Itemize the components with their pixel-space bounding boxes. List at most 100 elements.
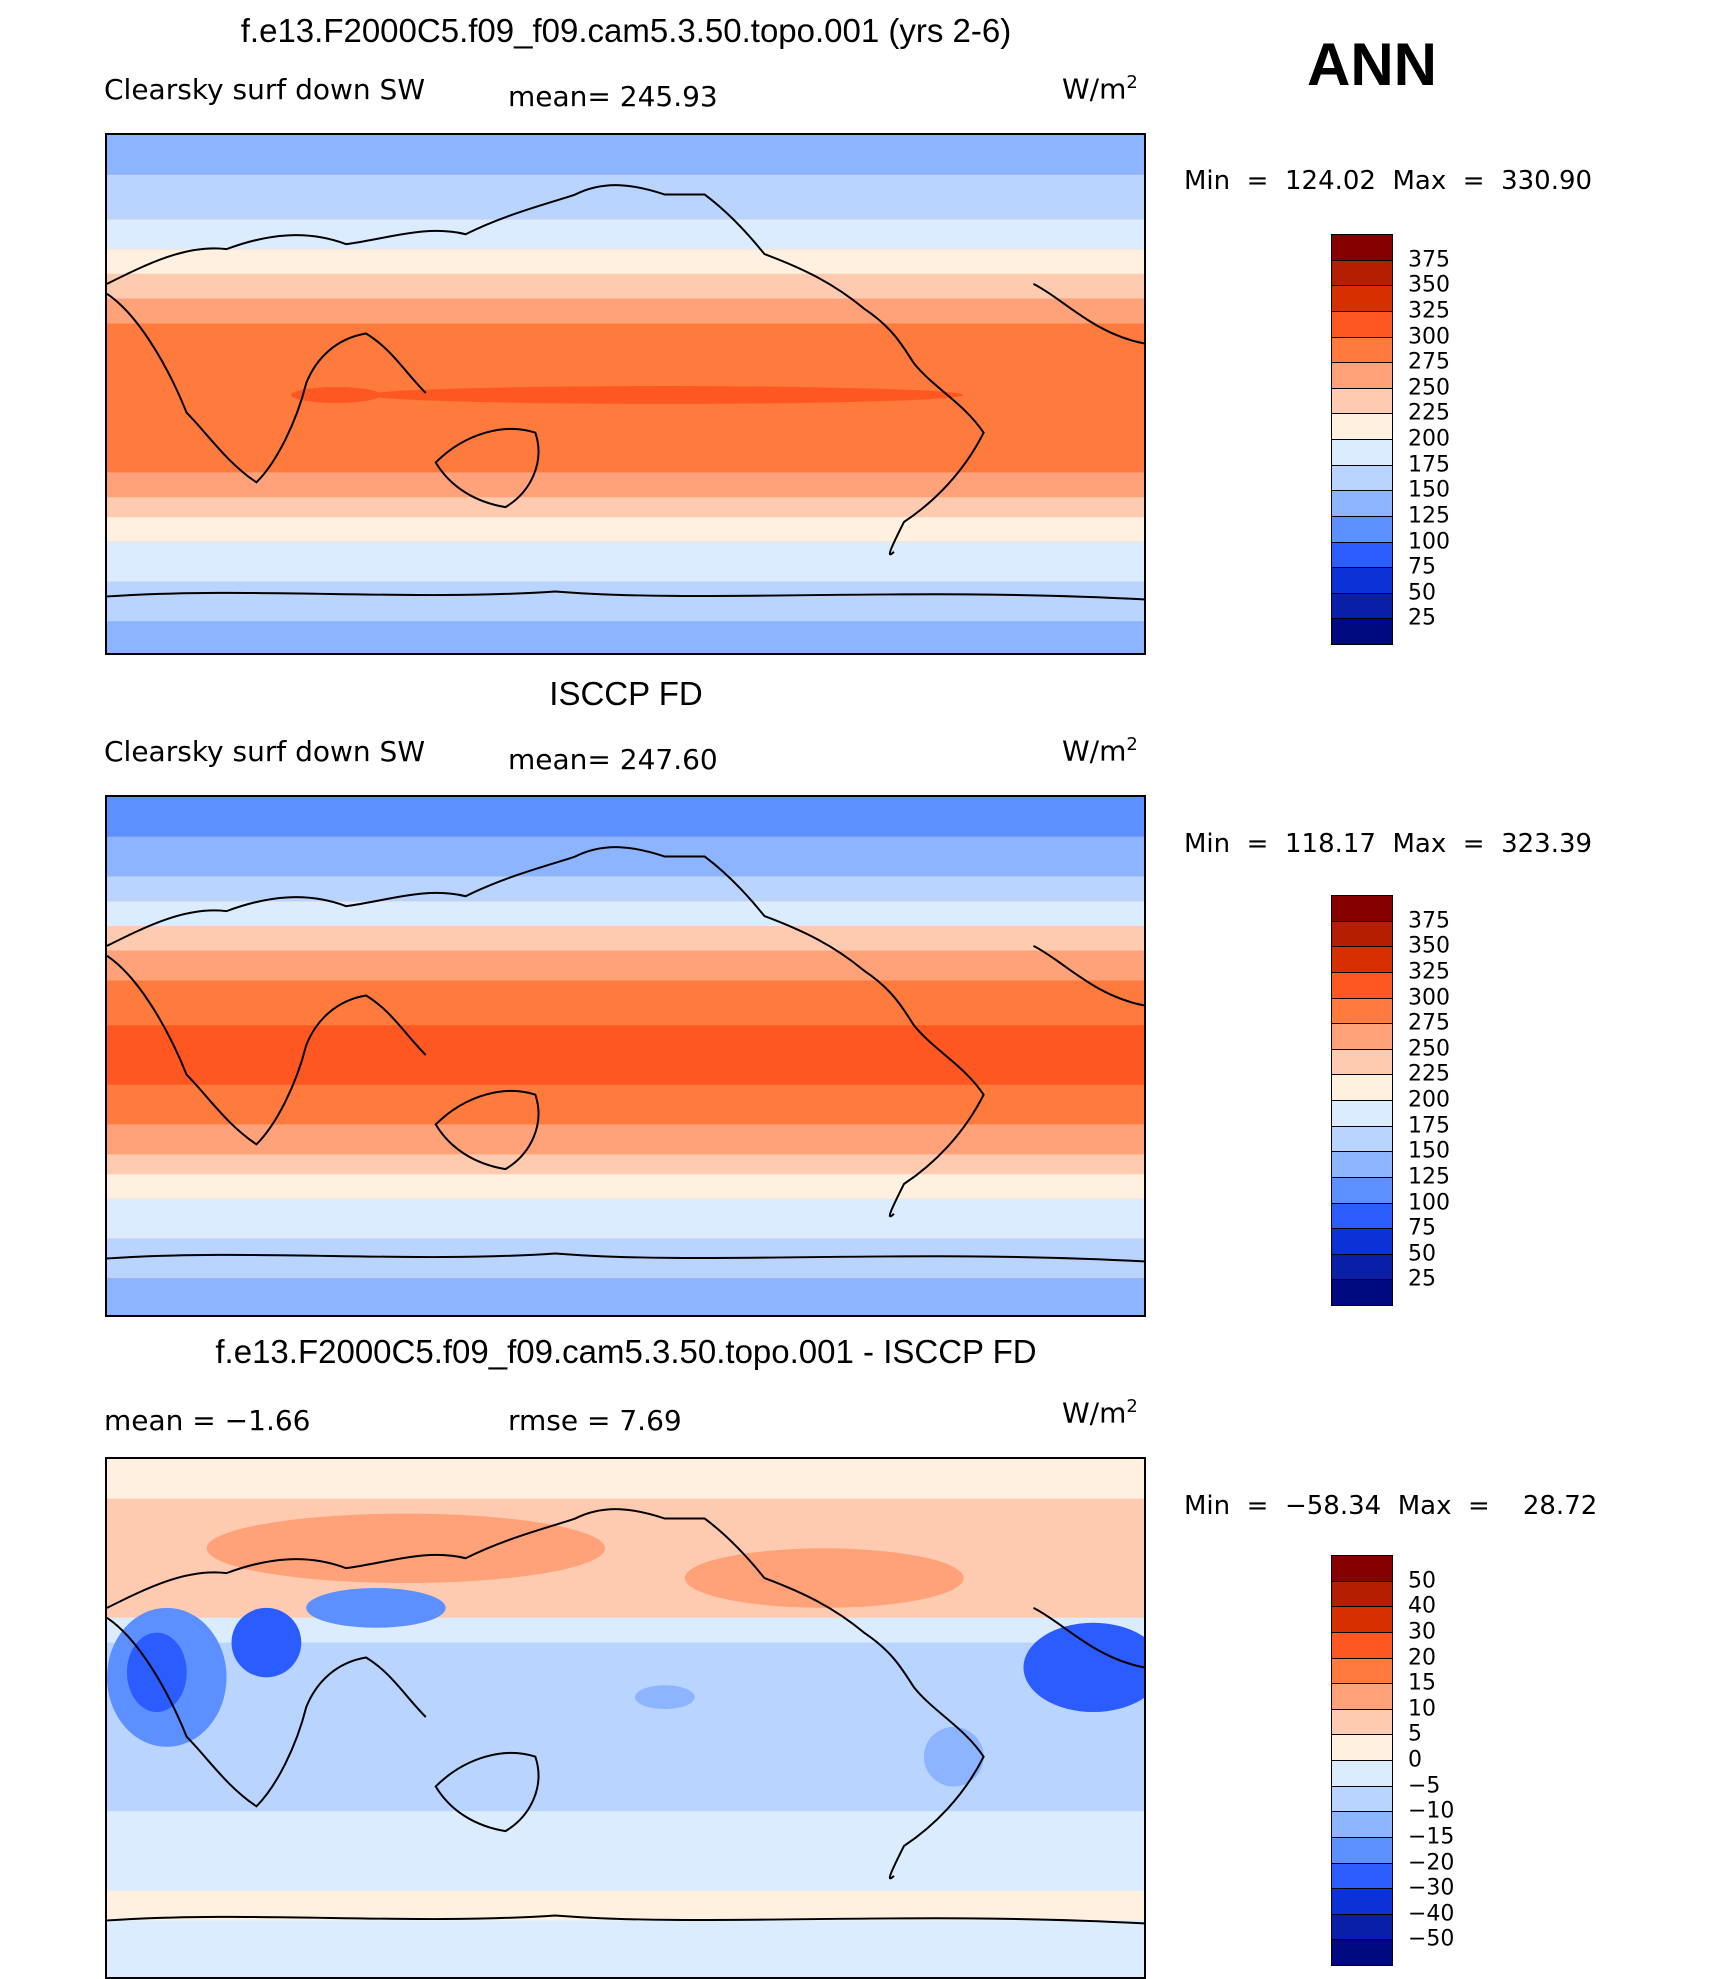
- panel3-band: [107, 1811, 1144, 1891]
- panel1-band: [107, 541, 1144, 582]
- colorbar-tick-label: 125: [1408, 1164, 1450, 1190]
- panel2-mean-label: mean= 247.60: [508, 743, 718, 776]
- colorbar-tick-label: 325: [1408, 298, 1450, 324]
- colorbar-tick-label: 40: [1408, 1593, 1436, 1619]
- panel1-band: [107, 174, 1144, 220]
- colorbar-tick-label: −5: [1408, 1773, 1441, 1799]
- panel2-coastline-antarctica: [107, 1252, 1144, 1263]
- panel2-units: W/m2: [1062, 734, 1138, 768]
- colorbar-swatch: [1331, 1811, 1393, 1838]
- colorbar-swatch: [1331, 1836, 1393, 1864]
- panel1-band: [107, 135, 1144, 175]
- colorbar-swatch: [1331, 336, 1393, 364]
- panel2-band: [107, 876, 1144, 902]
- colorbar-swatch: [1331, 920, 1393, 948]
- colorbar-tick-label: 300: [1408, 324, 1450, 349]
- panel2-minmax: Min = 118.17 Max = 323.39: [1184, 829, 1593, 859]
- colorbar-swatch: [1331, 362, 1393, 389]
- colorbar-tick-label: 0: [1408, 1747, 1422, 1773]
- panel2-band: [107, 1124, 1144, 1155]
- colorbar-swatch: [1331, 1202, 1393, 1230]
- panel2-title: ISCCP FD: [549, 675, 703, 712]
- colorbar-swatch: [1331, 895, 1393, 922]
- panel2-band: [107, 836, 1144, 877]
- panel3-minmax: Min = −58.34 Max = 28.72: [1184, 1491, 1598, 1521]
- colorbar-swatch: [1331, 971, 1393, 999]
- colorbar-swatch: [1331, 1760, 1393, 1787]
- colorbar-swatch: [1331, 1683, 1393, 1710]
- panel1-map: [105, 133, 1146, 655]
- panel3-negative-patch: [306, 1588, 446, 1628]
- colorbar-tick-label: 75: [1408, 1215, 1436, 1241]
- panel3-negative-patch: [1023, 1622, 1144, 1713]
- colorbar-tick-label: −10: [1408, 1798, 1455, 1824]
- colorbar-tick-label: 350: [1408, 933, 1450, 959]
- colorbar-tick-label: 150: [1408, 1138, 1450, 1164]
- colorbar-tick-label: −20: [1408, 1850, 1455, 1875]
- colorbar-swatch: [1331, 1939, 1393, 1966]
- panel1-title: f.e13.F2000C5.f09_f09.cam5.3.50.topo.001…: [240, 12, 1012, 49]
- panel3-colorbar: [1331, 1555, 1393, 1966]
- panel1-band: [107, 472, 1144, 498]
- colorbar-swatch: [1331, 1279, 1393, 1306]
- panel2-band: [107, 1154, 1144, 1175]
- panel2-colorbar: [1331, 895, 1393, 1306]
- panel2-band: [107, 1198, 1144, 1239]
- colorbar-tick-label: 100: [1408, 1190, 1450, 1215]
- panel3-positive-patch: [684, 1548, 964, 1608]
- panel1-colorbar: [1331, 234, 1393, 645]
- colorbar-tick-label: 225: [1408, 1061, 1450, 1087]
- colorbar-tick-label: 275: [1408, 349, 1450, 375]
- colorbar-tick-label: 15: [1408, 1670, 1436, 1696]
- colorbar-tick-label: 275: [1408, 1010, 1450, 1036]
- colorbar-swatch: [1331, 997, 1393, 1025]
- colorbar-swatch: [1331, 1888, 1393, 1915]
- colorbar-swatch: [1331, 592, 1393, 620]
- panel3-coastlines: [107, 1508, 1144, 1925]
- panel2-band: [107, 1174, 1144, 1199]
- colorbar-swatch: [1331, 1023, 1393, 1050]
- colorbar-swatch: [1331, 1631, 1393, 1659]
- colorbar-swatch: [1331, 439, 1393, 466]
- panel1-max-band: [291, 387, 381, 403]
- panel1-band: [107, 273, 1144, 299]
- panel3-positive-patch: [206, 1513, 606, 1584]
- colorbar-swatch: [1331, 464, 1393, 492]
- season-label: ANN: [1307, 31, 1437, 98]
- colorbar-tick-label: 375: [1408, 908, 1450, 934]
- colorbar-swatch: [1331, 1734, 1393, 1761]
- panel1-coastlines: [107, 184, 1144, 601]
- colorbar-swatch: [1331, 1785, 1393, 1813]
- panel2-variable-label: Clearsky surf down SW: [104, 735, 426, 768]
- colorbar-swatch: [1331, 1176, 1393, 1204]
- panel1-max-band: [366, 386, 964, 404]
- panel2-coastline-australia: [434, 1090, 540, 1171]
- colorbar-swatch: [1331, 1862, 1393, 1890]
- colorbar-swatch: [1331, 567, 1393, 594]
- panel1-band: [107, 298, 1144, 324]
- colorbar-swatch: [1331, 285, 1393, 312]
- panel2-band: [107, 1278, 1144, 1315]
- colorbar-swatch: [1331, 1151, 1393, 1178]
- panel2-coastline-east: [107, 846, 985, 1218]
- colorbar-swatch: [1331, 1048, 1393, 1076]
- colorbar-swatch: [1331, 259, 1393, 287]
- colorbar-tick-label: 175: [1408, 1113, 1450, 1139]
- colorbar-tick-label: −50: [1408, 1926, 1455, 1952]
- panel1-band: [107, 621, 1144, 653]
- panel2-coastlines: [107, 846, 1144, 1263]
- colorbar-swatch: [1331, 946, 1393, 973]
- colorbar-tick-label: 5: [1408, 1721, 1422, 1747]
- colorbar-swatch: [1331, 310, 1393, 338]
- panel2-coastline-atlantic: [1032, 944, 1144, 1007]
- panel1-coastline-africa: [107, 292, 427, 484]
- colorbar-swatch: [1331, 1074, 1393, 1101]
- colorbar-tick-label: 350: [1408, 272, 1450, 298]
- panel1-variable-label: Clearsky surf down SW: [104, 73, 426, 106]
- panel1-minmax: Min = 124.02 Max = 330.90: [1184, 166, 1593, 196]
- colorbar-swatch: [1331, 1555, 1393, 1582]
- colorbar-swatch: [1331, 1708, 1393, 1736]
- colorbar-tick-label: 200: [1408, 1087, 1450, 1113]
- panel1-coastline-atlantic: [1032, 282, 1144, 345]
- colorbar-tick-label: 50: [1408, 1568, 1436, 1594]
